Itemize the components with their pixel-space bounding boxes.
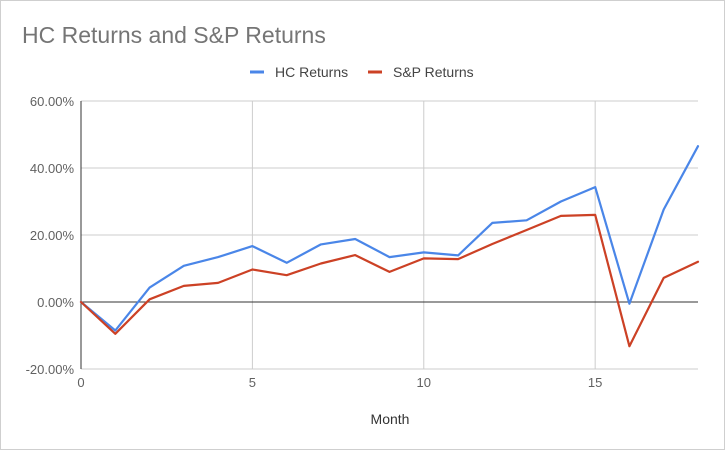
y-tick-label: 40.00% bbox=[30, 161, 75, 176]
series-line-sp-returns bbox=[79, 213, 700, 348]
y-tick-label: -20.00% bbox=[26, 362, 75, 377]
legend-label-hc-returns: HC Returns bbox=[275, 64, 348, 80]
x-tick-label: 10 bbox=[417, 375, 431, 390]
x-tick-label: 5 bbox=[249, 375, 256, 390]
x-tick-label: 15 bbox=[588, 375, 602, 390]
y-tick-label: 20.00% bbox=[30, 228, 75, 243]
series-line-hc-returns bbox=[79, 145, 700, 332]
x-tick-label: 0 bbox=[77, 375, 84, 390]
y-tick-label: 0.00% bbox=[37, 295, 74, 310]
chart-title: HC Returns and S&P Returns bbox=[22, 22, 326, 48]
legend-label-sp-returns: S&P Returns bbox=[393, 64, 474, 80]
x-axis-title: Month bbox=[371, 411, 410, 427]
y-tick-label: 60.00% bbox=[30, 94, 75, 109]
